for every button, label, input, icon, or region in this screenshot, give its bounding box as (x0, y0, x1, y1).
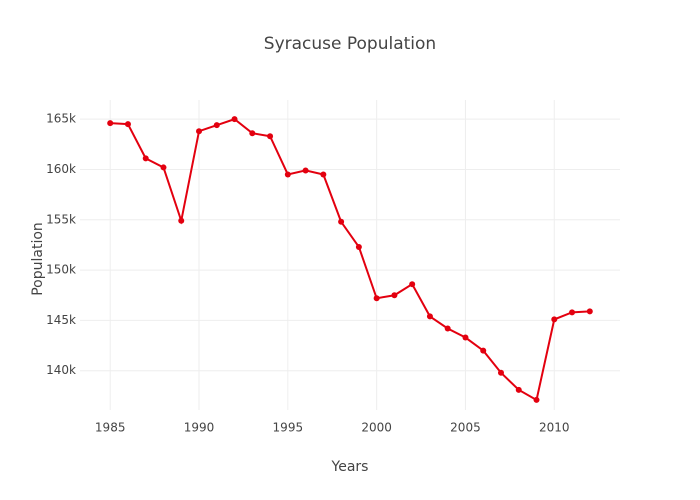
point (338, 218, 345, 225)
point (426, 313, 433, 320)
y-tick-label: 145k (46, 313, 76, 327)
y-tick-label: 150k (46, 263, 76, 277)
point (284, 171, 291, 178)
point (231, 116, 238, 123)
point (462, 334, 469, 341)
point (302, 167, 309, 174)
point (249, 130, 256, 137)
point (213, 122, 220, 129)
x-tick-label: 1990 (184, 421, 215, 435)
y-tick-label: 140k (46, 363, 76, 377)
y-tick-label: 155k (46, 212, 76, 226)
point (267, 133, 274, 140)
point (320, 171, 327, 178)
point (107, 120, 114, 127)
point (409, 281, 416, 288)
point (586, 308, 593, 315)
line (110, 118, 590, 402)
point (497, 369, 504, 376)
x-tick-label: 1985 (95, 421, 126, 435)
y-tick-label: 160k (46, 162, 76, 176)
x-tick-label: 1995 (273, 421, 304, 435)
x-axis-title: Years (331, 459, 369, 475)
point (160, 164, 167, 171)
point (480, 347, 487, 354)
point (142, 155, 149, 162)
point (533, 396, 540, 403)
x-tick-label: 2000 (361, 421, 392, 435)
chart-title: Syracuse Population (264, 34, 436, 54)
point (515, 386, 522, 393)
point (444, 325, 451, 332)
y-axis-title: Population (30, 222, 46, 296)
point (124, 121, 131, 128)
x-tick-label: 2010 (539, 421, 570, 435)
x-tick-label: 2005 (450, 421, 481, 435)
point (373, 295, 380, 302)
point (551, 316, 558, 323)
point (196, 128, 203, 135)
y-tick-label: 165k (46, 112, 76, 126)
point (178, 217, 185, 224)
point (569, 309, 576, 316)
point (355, 243, 362, 250)
point (391, 292, 398, 299)
